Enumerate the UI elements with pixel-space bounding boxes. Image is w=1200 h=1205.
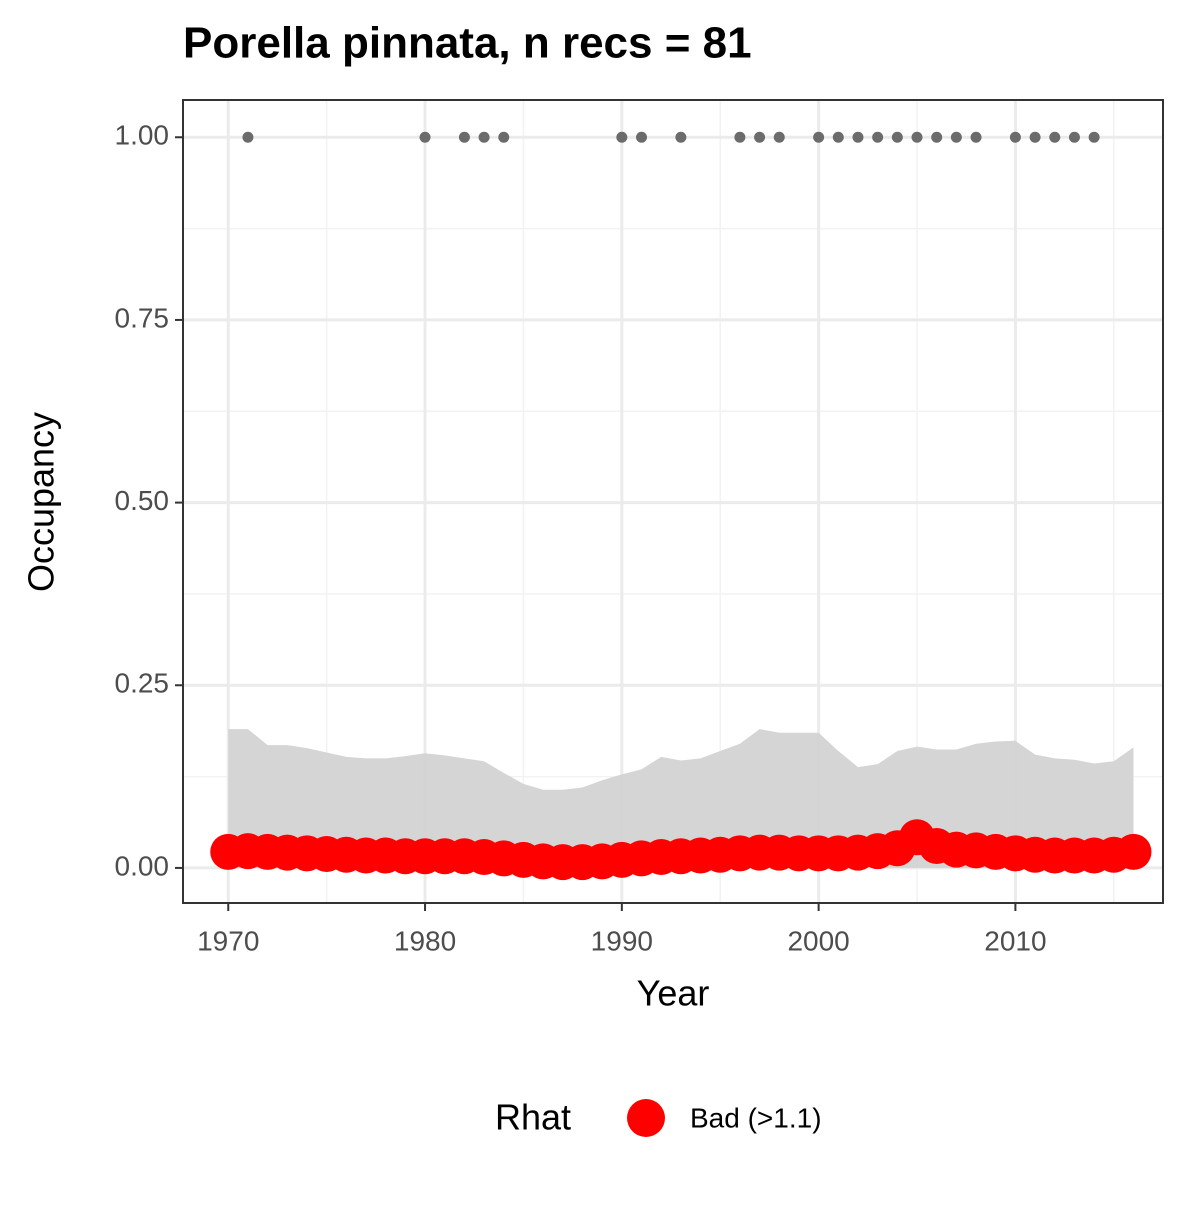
record-point	[1009, 131, 1021, 143]
y-tick-label: 0.25	[115, 668, 170, 699]
plot-border	[182, 99, 1164, 904]
record-point	[616, 131, 628, 143]
y-tick-label: 0.50	[115, 485, 170, 516]
y-tick-label: 1.00	[115, 120, 170, 151]
record-point	[636, 131, 648, 143]
record-point	[458, 131, 470, 143]
record-point	[950, 131, 962, 143]
record-point	[675, 131, 687, 143]
y-tick-label: 0.75	[115, 302, 170, 333]
record-point	[242, 131, 254, 143]
x-tick-label: 2010	[984, 925, 1046, 956]
y-axis-label: Occupancy	[21, 412, 62, 592]
occupancy-point	[1115, 833, 1152, 870]
legend-label: Bad (>1.1)	[690, 1102, 822, 1133]
record-point	[970, 131, 982, 143]
record-point	[1029, 131, 1041, 143]
x-tick-label: 1970	[197, 925, 259, 956]
record-point	[773, 131, 785, 143]
record-point	[734, 131, 746, 143]
record-point	[891, 131, 903, 143]
record-point	[498, 131, 510, 143]
record-point	[419, 131, 431, 143]
legend-marker	[627, 1099, 665, 1137]
chart-title: Porella pinnata, n recs = 81	[183, 19, 752, 68]
record-point	[1049, 131, 1061, 143]
y-tick-label: 0.00	[115, 850, 170, 881]
x-tick-label: 2000	[787, 925, 849, 956]
record-point	[754, 131, 766, 143]
record-point	[1088, 131, 1100, 143]
record-point	[852, 131, 864, 143]
x-tick-label: 1990	[591, 925, 653, 956]
x-tick-label: 1980	[394, 925, 456, 956]
record-point	[832, 131, 844, 143]
record-point	[478, 131, 490, 143]
record-point	[813, 131, 825, 143]
legend-title: Rhat	[495, 1097, 571, 1138]
record-point	[872, 131, 884, 143]
x-axis-label: Year	[637, 973, 710, 1014]
record-point	[931, 131, 943, 143]
record-point	[1068, 131, 1080, 143]
record-point	[911, 131, 923, 143]
